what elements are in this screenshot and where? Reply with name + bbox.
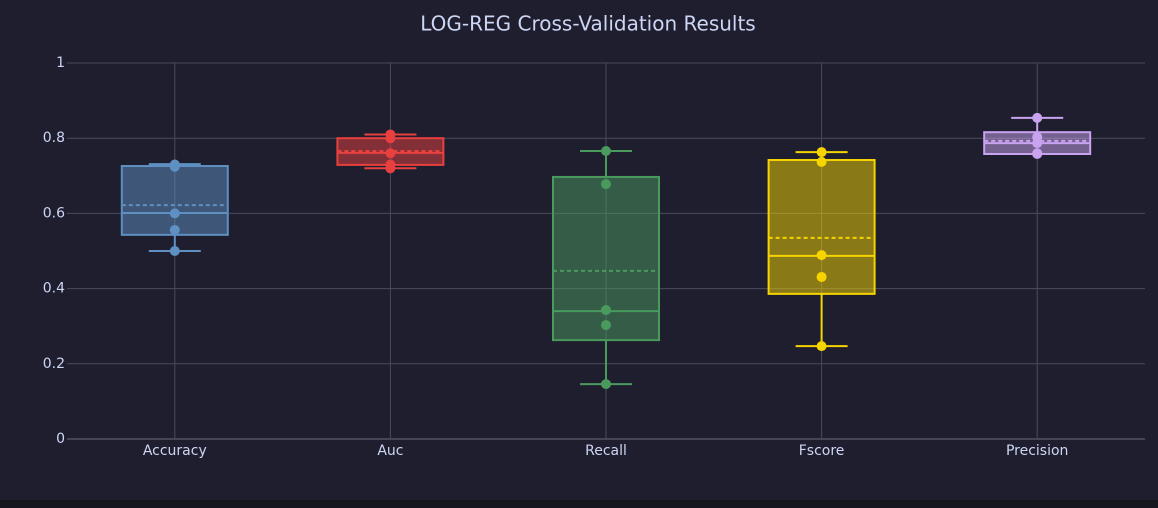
y-tick-label: 0.4 — [43, 281, 65, 297]
point — [816, 250, 827, 261]
box — [767, 159, 876, 295]
point — [385, 148, 396, 159]
y-tick-label: 1 — [56, 55, 65, 71]
point — [816, 147, 827, 158]
point — [385, 163, 396, 174]
point — [169, 246, 180, 256]
box — [120, 165, 229, 236]
point — [169, 208, 180, 219]
point — [1032, 148, 1043, 159]
point — [601, 320, 611, 331]
point — [816, 341, 827, 352]
point — [601, 305, 611, 316]
x-tick-label: Precision — [1006, 443, 1068, 459]
bottom-band — [0, 500, 1158, 508]
point — [1032, 112, 1043, 123]
box — [552, 175, 660, 342]
point — [601, 179, 611, 190]
x-tick-label: Recall — [585, 443, 627, 459]
point — [385, 133, 396, 144]
point — [169, 224, 180, 235]
point — [816, 271, 827, 282]
point — [1032, 138, 1043, 149]
point — [816, 156, 827, 167]
point — [601, 379, 611, 390]
y-tick-label: 0 — [56, 431, 65, 447]
chart-title: LOG-REG Cross-Validation Results — [420, 12, 755, 36]
x-tick-label: Auc — [377, 443, 403, 459]
y-tick-label: 0.6 — [43, 205, 65, 221]
point — [169, 161, 180, 172]
point — [601, 145, 611, 156]
x-tick-label: Accuracy — [143, 443, 207, 459]
x-tick-label: Fscore — [799, 443, 845, 459]
y-tick-label: 0.8 — [43, 130, 65, 146]
y-tick-label: 0.2 — [43, 356, 65, 372]
